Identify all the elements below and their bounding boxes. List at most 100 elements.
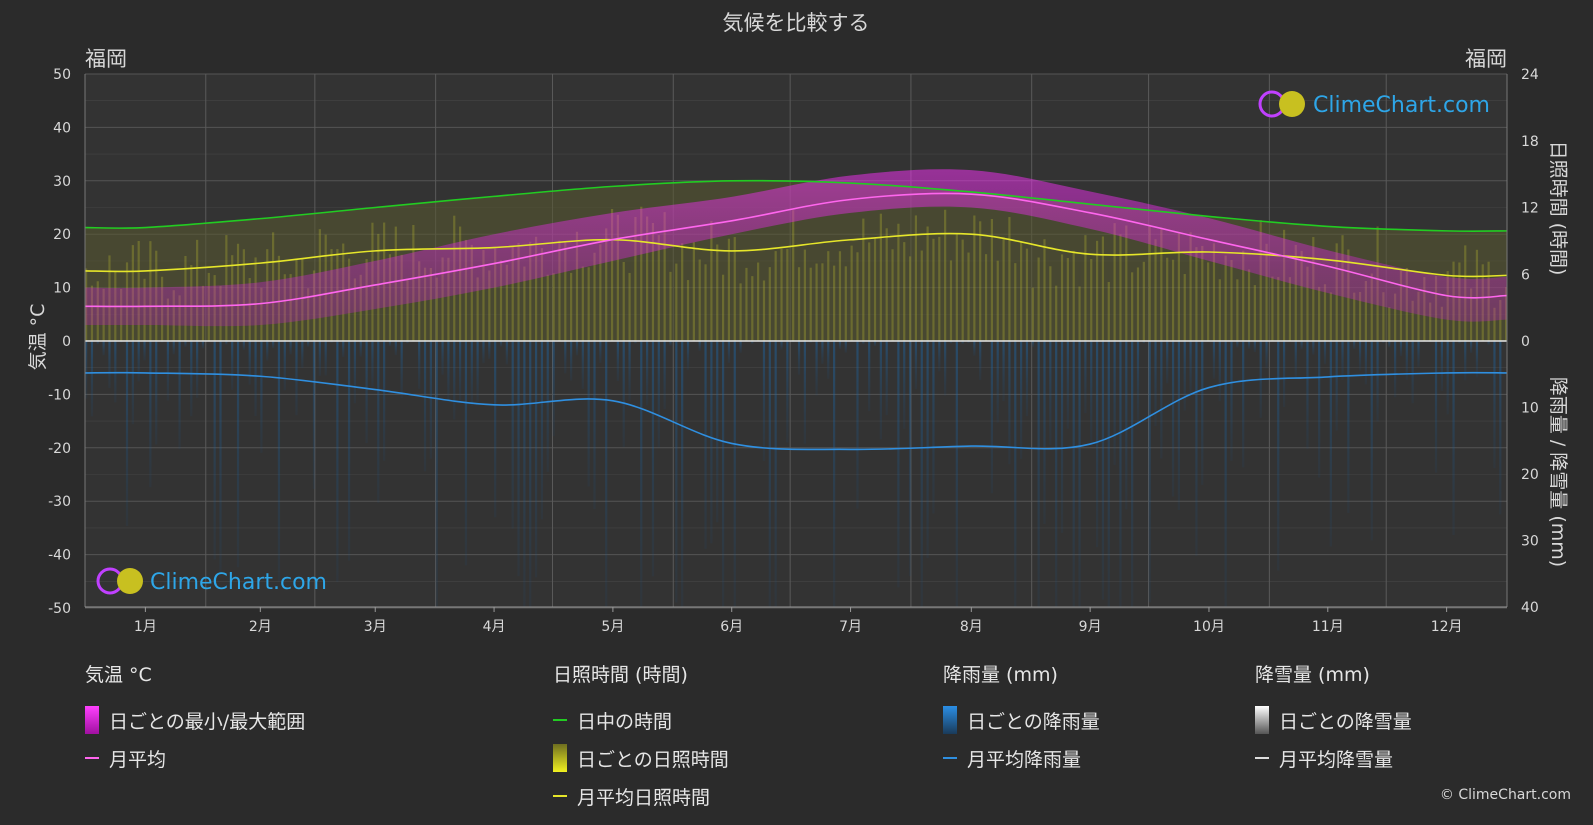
sunshine-daily-bar [558,240,561,341]
line-swatch-icon [553,795,567,797]
sunshine-daily-bar [821,263,824,341]
sunshine-daily-bar [903,242,906,341]
sunshine-daily-bar [920,250,923,341]
rain-daily-bar [1440,341,1443,391]
sunshine-daily-bar [488,270,491,341]
rain-daily-bar [739,341,742,353]
sunshine-daily-bar [1224,255,1227,341]
rain-daily-bar [1136,341,1140,422]
rain-daily-bar [809,341,812,343]
rain-daily-bar [1358,341,1362,371]
rain-daily-bar [534,341,538,578]
sunshine-daily-bar [1090,258,1093,341]
y-left-tick-label: 40 [53,120,71,136]
y-right-top-tick-label: 18 [1521,134,1539,150]
y-left-tick-label: -50 [48,601,71,617]
rain-daily-bar [1300,341,1303,350]
brand-name-top: ClimeChart.com [1313,93,1490,118]
rain-daily-bar [1475,341,1479,378]
line-swatch-icon [85,757,99,759]
rain-daily-bar [254,341,257,417]
y-right-bottom-tick-label: 20 [1521,467,1539,483]
rain-daily-bar [201,341,205,349]
sunshine-daily-bar [1318,286,1321,341]
sunshine-daily-bar [1025,248,1029,341]
sunshine-daily-bar [1142,261,1145,341]
sunshine-daily-bar [517,242,520,341]
sunshine-daily-bar [494,248,497,341]
rain-daily-bar [499,341,503,347]
sunshine-daily-bar [856,252,859,341]
location-left: 福岡 [85,47,127,71]
sunshine-daily-bar [751,276,754,341]
rain-daily-bar [885,341,888,416]
rain-daily-bar [1312,341,1315,355]
sunshine-daily-bar [675,263,678,341]
sunshine-daily-bar [979,221,982,341]
sunshine-daily-bar [1236,279,1239,341]
rain-daily-bar [1078,341,1081,607]
brand-logo-bottom: ClimeChart.com [96,567,327,595]
sunshine-daily-bar [1002,237,1005,341]
sunshine-daily-bar [570,272,573,341]
rain-daily-bar [587,341,590,487]
series-line [84,179,1508,232]
sunshine-daily-bar [599,244,602,341]
sunshine-daily-bar [955,234,958,341]
rain-daily-bar [459,341,462,403]
rain-daily-bar [1060,341,1064,533]
sunshine-daily-bar [1323,284,1327,341]
rain-daily-bar [599,341,602,363]
rain-daily-bar [1493,341,1496,469]
rain-daily-bar [897,341,900,588]
rain-daily-bar [1265,341,1268,369]
rain-daily-bar [564,341,567,374]
sunshine-daily-bar [616,214,619,341]
sunshine-daily-bar [435,277,438,341]
y-left-tick-label: 30 [53,174,71,190]
rain-daily-bar [926,341,929,559]
rain-daily-bar [1294,341,1297,379]
rain-daily-bar [272,341,275,349]
rain-daily-bar [1025,341,1029,417]
rain-daily-bar [102,341,105,356]
rain-daily-bar [383,341,386,461]
sunshine-daily-bar [891,249,894,341]
rain-daily-bar [1417,341,1420,368]
sunshine-daily-bar [1066,258,1069,341]
sunshine-daily-bar [932,238,935,341]
rain-daily-bar [873,341,877,347]
x-tick-label: 10月 [1193,619,1225,635]
sunshine-daily-bar [1183,274,1186,341]
rain-daily-bar [1499,341,1502,515]
sunshine-daily-bar [1154,239,1157,341]
sunshine-daily-bar [774,251,777,341]
rain-daily-bar [932,341,935,514]
rain-daily-bar [1230,341,1233,461]
rain-daily-bar [476,341,479,403]
sunshine-daily-bar [862,218,865,341]
rain-daily-bar [248,341,251,385]
rain-daily-bar [1189,341,1192,396]
rain-daily-bar [1452,341,1455,536]
rain-daily-bar [1376,341,1379,422]
rain-daily-bar [908,341,912,577]
sunshine-daily-bar [1049,266,1052,341]
sunshine-daily-bar [1189,232,1192,341]
y-left-tick-label: -40 [48,548,71,564]
legend-item: 日ごとの日照時間 [553,739,729,777]
rain-daily-bar [1195,341,1198,556]
rain-daily-bar [938,341,941,372]
chart-title: 気候を比較する [723,11,870,35]
sunshine-daily-bar [1288,277,1292,341]
rain-daily-bar [85,341,88,399]
rain-daily-bar [710,341,713,544]
rain-daily-bar [447,341,450,403]
sunshine-daily-bar [1411,300,1414,341]
rain-daily-bar [1166,341,1169,384]
rain-daily-bar [570,341,573,381]
rain-daily-bar [657,341,660,448]
rain-daily-bar [178,341,181,450]
sunshine-daily-bar [1364,280,1367,341]
y-left-tick-label: -30 [48,494,71,510]
